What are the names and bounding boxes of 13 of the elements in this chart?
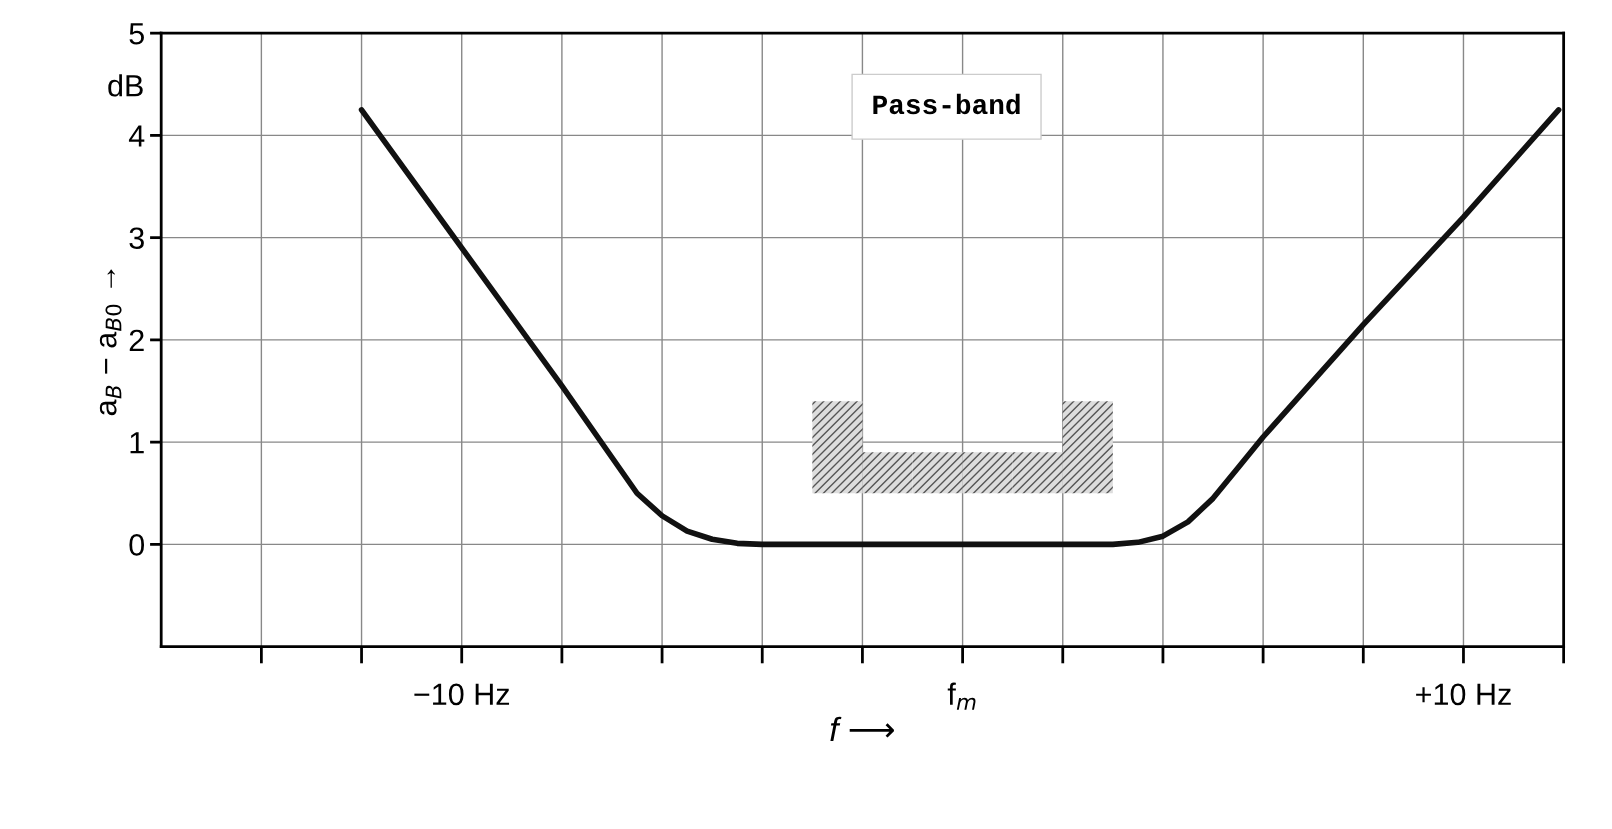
text: dB [108, 74, 143, 97]
y-tick-label: 5 [129, 23, 144, 45]
x-axis-title: f ⟶ [830, 716, 894, 741]
y-tick-label: 1 [130, 432, 144, 454]
y-tick-label: 2 [129, 329, 144, 351]
x-tick-label: f$_{m}$ [947, 682, 976, 710]
y-tick-label: 0 [129, 534, 145, 556]
x-tick-label: −10 Hz [414, 683, 510, 706]
x-tick-label: +10 Hz [1416, 683, 1511, 706]
y-axis-title: a$_{B}$ − a$_{B0}$ → [99, 269, 122, 416]
y-tick-label: 3 [129, 227, 144, 250]
annotation: Pass-band [873, 93, 1020, 115]
y-tick-label: 4 [128, 125, 145, 147]
